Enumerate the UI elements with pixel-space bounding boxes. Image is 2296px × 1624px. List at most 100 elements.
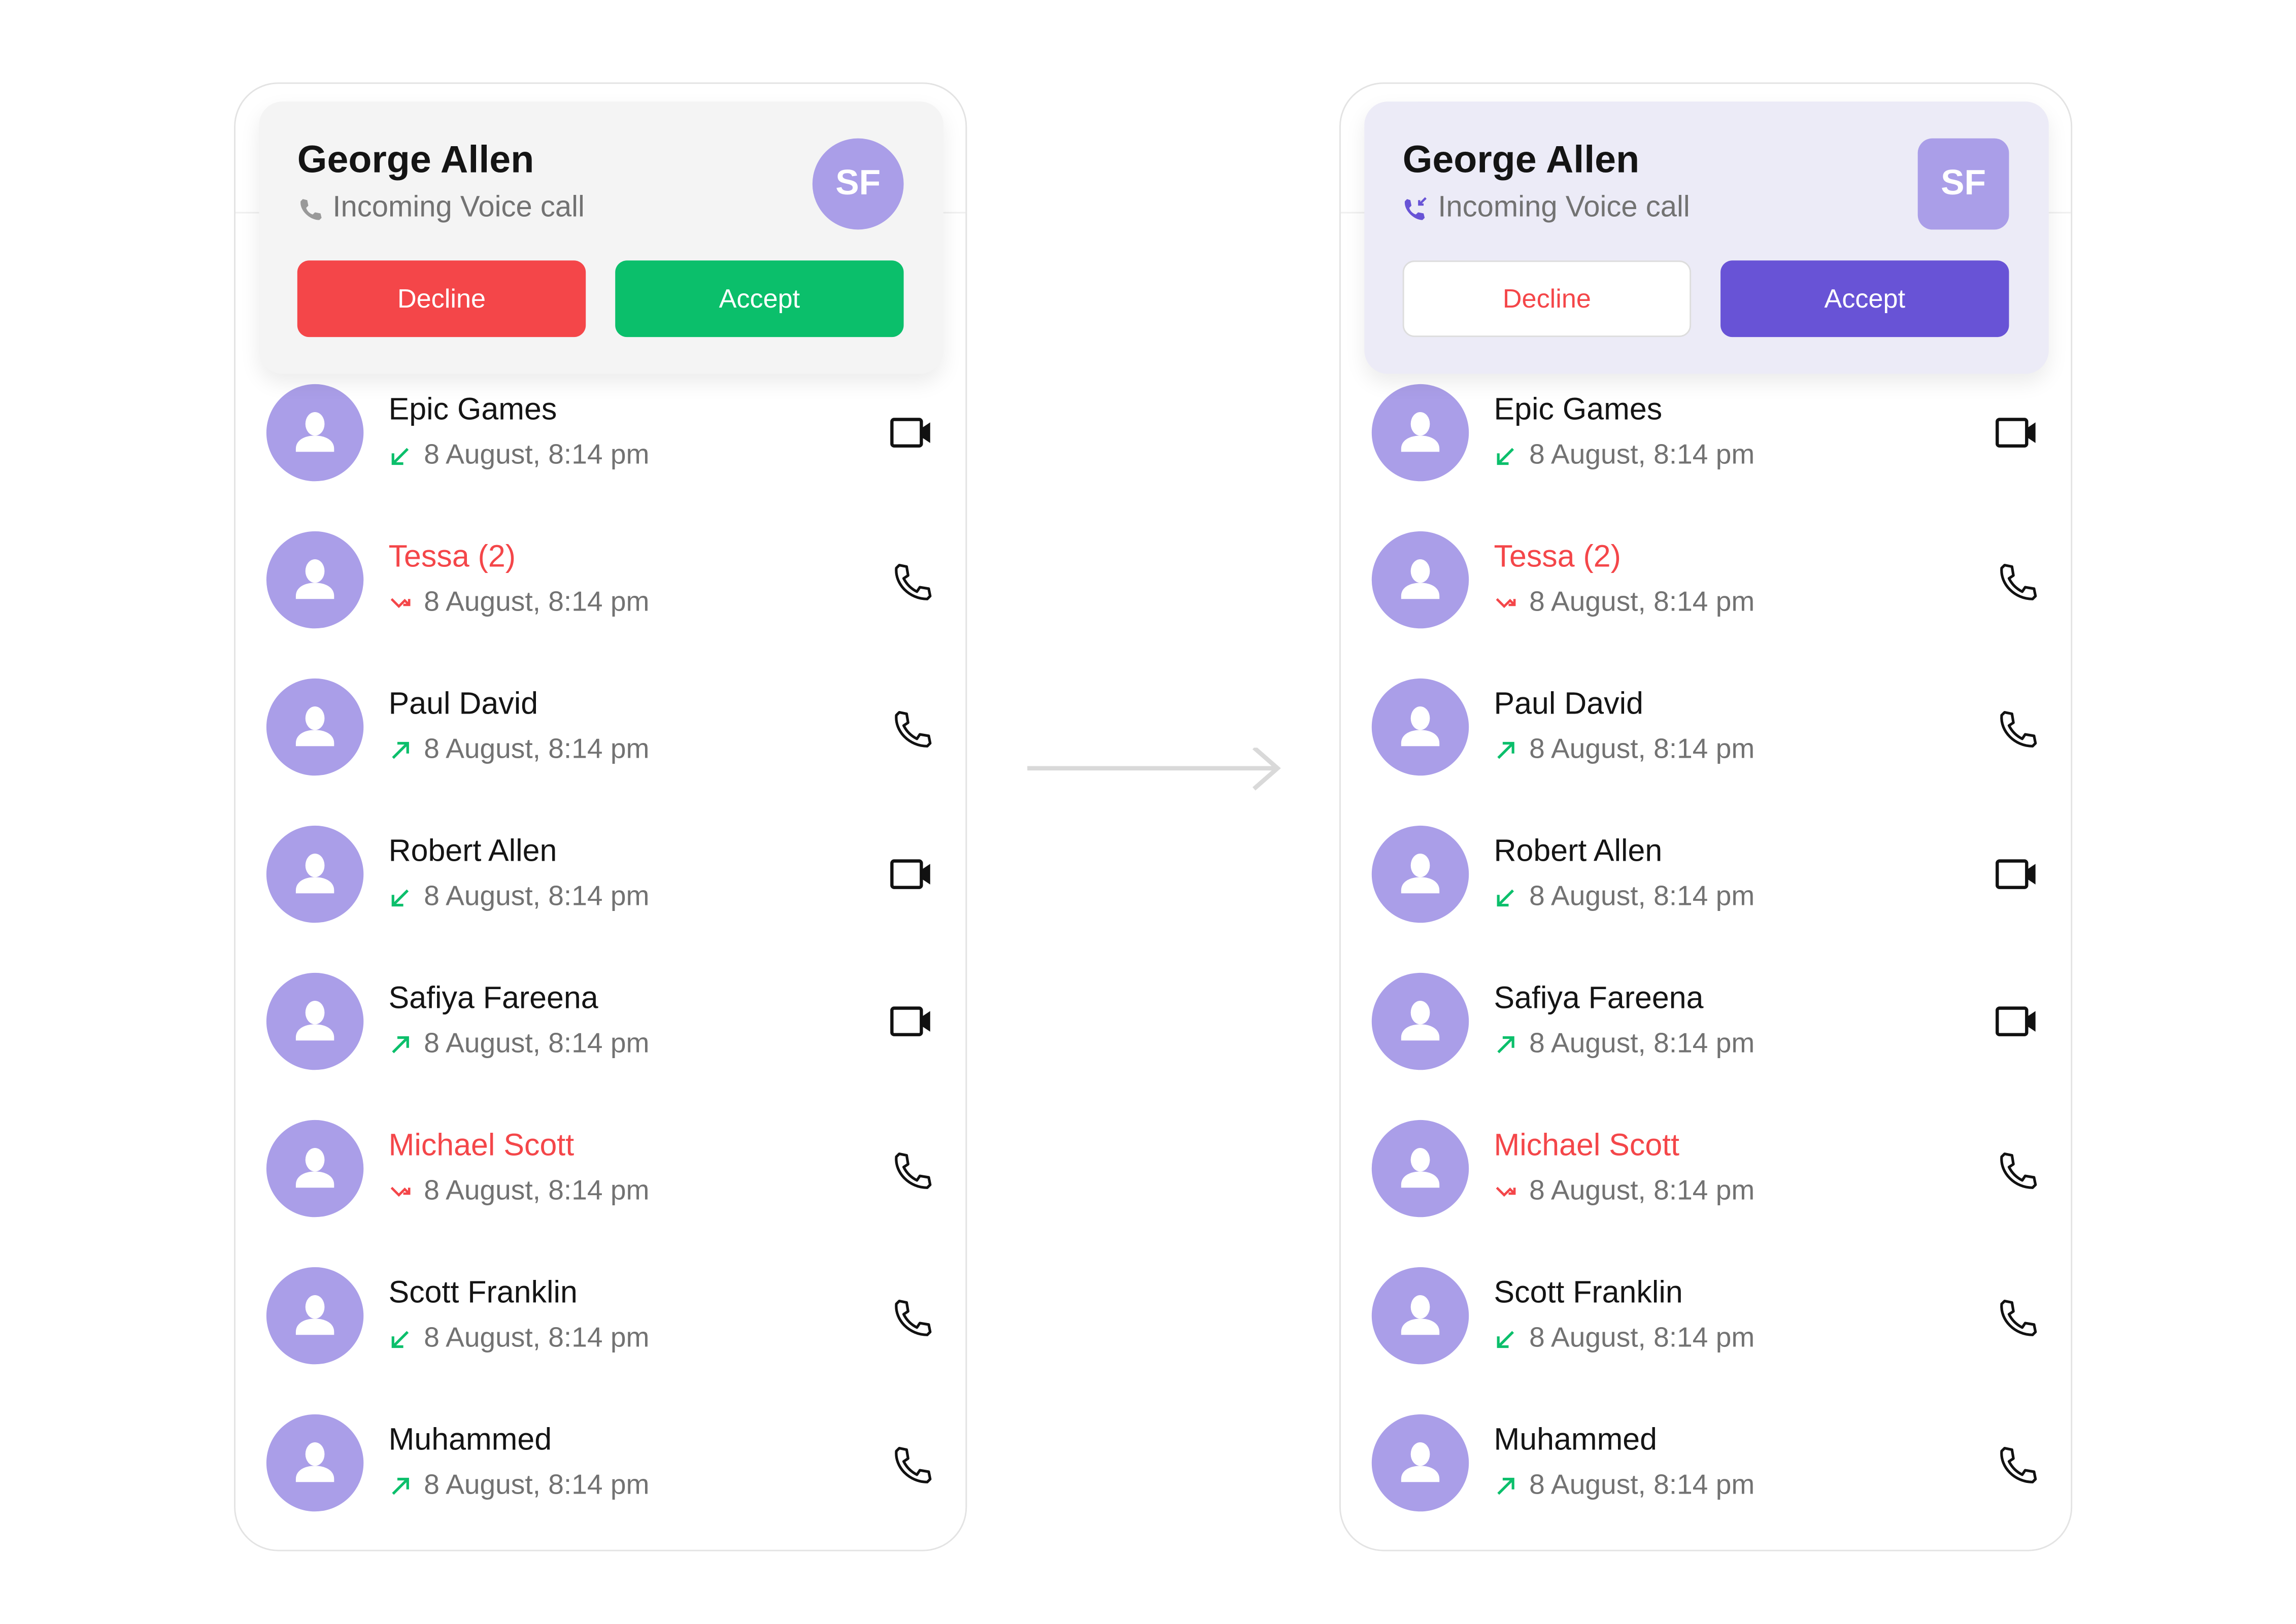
- call-subtitle-text: Incoming Voice call: [1438, 191, 1690, 224]
- phone-call-icon[interactable]: [1995, 1444, 2039, 1483]
- contact-avatar-icon: [1371, 678, 1469, 776]
- call-list-item[interactable]: Paul David 8 August, 8:14 pm: [1341, 678, 2071, 826]
- call-meta: 8 August, 8:14 pm: [1494, 734, 1754, 767]
- phone-call-icon[interactable]: [889, 1149, 933, 1189]
- call-list-item[interactable]: Scott Franklin 8 August, 8:14 pm: [235, 1267, 965, 1414]
- call-meta: 8 August, 8:14 pm: [1494, 440, 1754, 472]
- phone-call-icon[interactable]: [889, 708, 933, 748]
- call-list-item[interactable]: Michael Scott 8 August, 8:14 pm: [1341, 1120, 2071, 1267]
- contact-name: Epic Games: [1494, 393, 1663, 427]
- video-call-icon[interactable]: [1995, 855, 2039, 893]
- contact-avatar-icon: [266, 1120, 364, 1217]
- call-date: 8 August, 8:14 pm: [1529, 1029, 1755, 1060]
- call-date: 8 August, 8:14 pm: [424, 1029, 650, 1060]
- contact-name: Safiya Fareena: [1494, 982, 1704, 1016]
- call-date: 8 August, 8:14 pm: [424, 1470, 650, 1501]
- call-meta: 8 August, 8:14 pm: [1494, 1029, 1755, 1061]
- call-date: 8 August, 8:14 pm: [1529, 1470, 1755, 1501]
- phone-call-icon[interactable]: [1995, 561, 2039, 600]
- incoming-call-arrow-icon: [391, 889, 409, 907]
- call-list-item[interactable]: Tessa (2) 8 August, 8:14 pm: [235, 531, 965, 679]
- outgoing-call-arrow-icon: [392, 1477, 409, 1495]
- call-list-item[interactable]: Paul David 8 August, 8:14 pm: [235, 678, 965, 826]
- call-date: 8 August, 8:14 pm: [1529, 587, 1755, 618]
- outgoing-call-arrow-icon: [1497, 1036, 1514, 1054]
- call-list-item[interactable]: Epic Games 8 August, 8:14 pm: [1341, 384, 2071, 531]
- contact-name: Michael Scott: [1494, 1129, 1680, 1163]
- call-list-item[interactable]: Epic Games 8 August, 8:14 pm: [235, 384, 965, 531]
- contact-avatar-icon: [1371, 384, 1469, 482]
- call-meta: 8 August, 8:14 pm: [1494, 587, 1755, 620]
- incoming-call-arrow-icon: [1497, 448, 1514, 465]
- decline-button[interactable]: Decline: [1402, 260, 1692, 337]
- call-list-item[interactable]: Michael Scott 8 August, 8:14 pm: [235, 1120, 965, 1267]
- call-subtitle: Incoming Voice call: [297, 191, 585, 225]
- missed-call-arrow-icon: [1496, 1187, 1516, 1197]
- call-list-item[interactable]: Safiya Fareena 8 August, 8:14 pm: [235, 972, 965, 1120]
- outgoing-call-arrow-icon: [1497, 1477, 1514, 1495]
- contact-avatar-icon: [266, 384, 364, 482]
- call-date: 8 August, 8:14 pm: [424, 587, 650, 618]
- incoming-call-arrow-icon: [391, 1331, 409, 1348]
- incoming-call-arrow-icon: [1497, 889, 1514, 907]
- contact-name: Muhammed: [1494, 1423, 1658, 1457]
- phone-call-icon[interactable]: [889, 1444, 933, 1483]
- missed-call-arrow-icon: [390, 598, 411, 608]
- call-date: 8 August, 8:14 pm: [424, 1323, 650, 1354]
- missed-call-arrow-icon: [390, 1187, 411, 1197]
- contact-avatar-icon: [1371, 1267, 1469, 1365]
- contact-avatar-icon: [1371, 1120, 1469, 1217]
- contact-avatar-icon: [266, 1267, 364, 1365]
- contact-name: Paul David: [1494, 687, 1644, 721]
- accept-button[interactable]: Accept: [615, 260, 904, 337]
- call-list-item[interactable]: Safiya Fareena 8 August, 8:14 pm: [1341, 972, 2071, 1120]
- contact-avatar-icon: [1371, 1414, 1469, 1512]
- phone-call-icon[interactable]: [889, 1297, 933, 1336]
- missed-call-arrow-icon: [1496, 598, 1516, 608]
- contact-name: Robert Allen: [1494, 834, 1663, 868]
- phone-call-icon[interactable]: [1995, 1297, 2039, 1336]
- call-list-item[interactable]: Scott Franklin 8 August, 8:14 pm: [1341, 1267, 2071, 1414]
- call-date: 8 August, 8:14 pm: [1529, 882, 1755, 912]
- call-log-before: George Allen Incoming Voice call SF Decl…: [234, 82, 967, 1551]
- decline-button[interactable]: Decline: [297, 260, 586, 337]
- contact-avatar-icon: [1371, 531, 1469, 629]
- call-meta: 8 August, 8:14 pm: [1494, 882, 1755, 914]
- call-meta: 8 August, 8:14 pm: [389, 1470, 650, 1503]
- phone-icon: [300, 198, 322, 220]
- contact-avatar-icon: [266, 972, 364, 1070]
- incoming-call-arrow-icon: [1497, 1331, 1514, 1348]
- incoming-call-arrow-icon: [391, 448, 409, 465]
- call-subtitle: Incoming Voice call: [1403, 191, 1690, 225]
- call-date: 8 August, 8:14 pm: [424, 734, 650, 765]
- video-call-icon[interactable]: [1995, 1002, 2039, 1040]
- video-call-icon[interactable]: [889, 414, 933, 452]
- call-meta: 8 August, 8:14 pm: [389, 440, 649, 472]
- phone-call-icon[interactable]: [1995, 1149, 2039, 1189]
- call-meta: 8 August, 8:14 pm: [389, 587, 650, 620]
- call-list-item[interactable]: Robert Allen 8 August, 8:14 pm: [1341, 825, 2071, 973]
- contact-name: Michael Scott: [388, 1129, 575, 1163]
- caller-avatar: SF: [812, 138, 904, 230]
- outgoing-call-arrow-icon: [1497, 741, 1514, 759]
- call-list-item[interactable]: Muhammed 8 August, 8:14 pm: [1341, 1414, 2071, 1550]
- contact-name: Scott Franklin: [388, 1276, 578, 1310]
- video-call-icon[interactable]: [889, 855, 933, 893]
- call-list-item[interactable]: Tessa (2) 8 August, 8:14 pm: [1341, 531, 2071, 679]
- video-call-icon[interactable]: [1995, 414, 2039, 452]
- call-date: 8 August, 8:14 pm: [1529, 1323, 1755, 1354]
- video-call-icon[interactable]: [889, 1002, 933, 1040]
- accept-button[interactable]: Accept: [1720, 260, 2009, 337]
- incoming-call-card: George Allen Incoming Voice call SF Decl…: [259, 101, 943, 374]
- contact-avatar-icon: [266, 1414, 364, 1512]
- contact-name: Paul David: [388, 687, 538, 721]
- contact-name: Robert Allen: [388, 834, 557, 868]
- call-meta: 8 August, 8:14 pm: [1494, 1323, 1755, 1356]
- phone-call-icon[interactable]: [1995, 708, 2039, 748]
- phone-call-icon[interactable]: [889, 561, 933, 600]
- call-list-item[interactable]: Muhammed 8 August, 8:14 pm: [235, 1414, 965, 1550]
- caller-name: George Allen: [1402, 137, 1640, 181]
- call-meta: 8 August, 8:14 pm: [389, 734, 650, 767]
- call-list-item[interactable]: Robert Allen 8 August, 8:14 pm: [235, 825, 965, 973]
